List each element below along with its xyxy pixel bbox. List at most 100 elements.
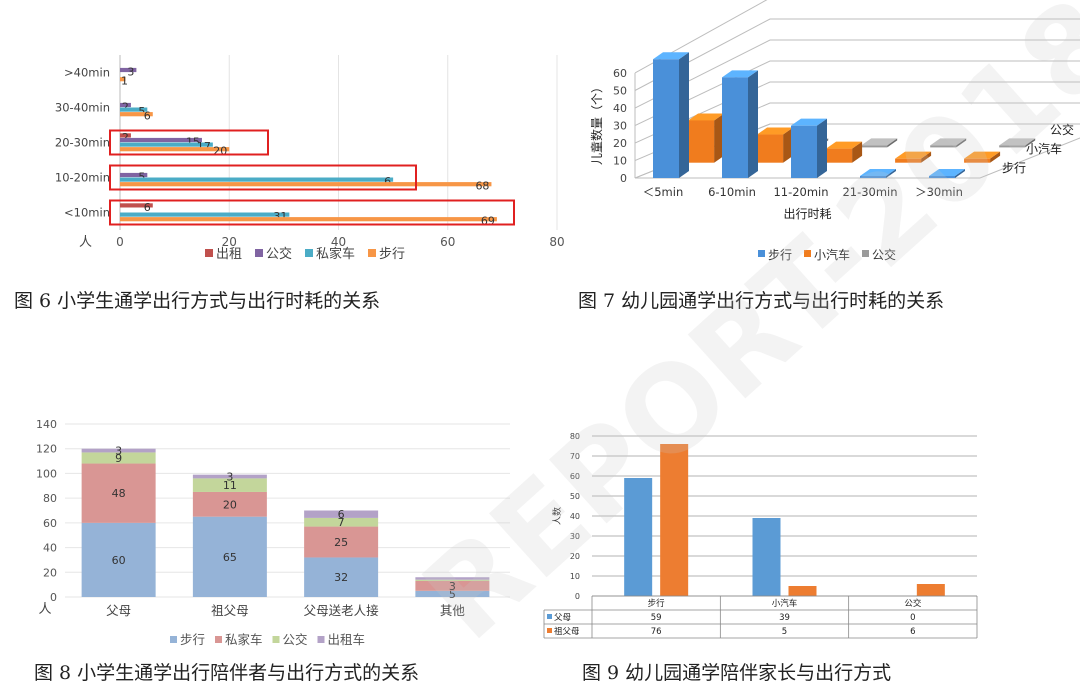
fig8-bar-segment bbox=[415, 579, 490, 581]
fig7-depth-label: 步行 bbox=[1002, 161, 1026, 175]
fig8-y-tick: 80 bbox=[43, 492, 57, 505]
fig6-bar bbox=[120, 172, 148, 178]
fig7-bar-top bbox=[722, 70, 758, 78]
fig7-bar-side bbox=[817, 118, 827, 178]
fig8-bar-segment bbox=[192, 474, 267, 479]
fig7-legend-swatch bbox=[758, 250, 765, 257]
fig6-x-tick: 20 bbox=[222, 235, 237, 249]
fig9-caption: 图 9 幼儿园通学陪伴家长与出行方式 bbox=[582, 662, 892, 684]
fig9-y-tick: 40 bbox=[570, 512, 580, 521]
fig6-category-label: >40min bbox=[64, 66, 110, 80]
fig7-bar bbox=[826, 148, 853, 163]
fig8-value-label: 25 bbox=[334, 536, 348, 549]
fig9-legend-swatch bbox=[547, 628, 552, 633]
fig9-table-cell: 0 bbox=[910, 613, 915, 623]
fig8-caption: 图 8 小学生通学出行陪伴者与出行方式的关系 bbox=[34, 662, 420, 684]
fig6-category-label: <10min bbox=[64, 206, 110, 220]
fig9-table-cell: 6 bbox=[910, 627, 915, 637]
fig8-bar-segment bbox=[81, 448, 156, 453]
fig7-bar-top bbox=[688, 113, 725, 121]
fig7-bar bbox=[791, 125, 817, 178]
fig7-bar-side bbox=[783, 127, 794, 163]
fig8-value-label: 11 bbox=[223, 479, 237, 492]
fig8-bar-segment bbox=[304, 517, 379, 527]
fig7-bar-top bbox=[861, 138, 898, 146]
fig6-highlight-frame bbox=[109, 129, 269, 156]
fig6-value-label: 6 bbox=[144, 201, 151, 214]
fig6-category-label: 20-30min bbox=[55, 136, 110, 150]
fig7-y-axis-title: 儿童数量（个） bbox=[589, 81, 604, 165]
fig7-chart: 0 10 20 30 40 50 60 ＜5min 6-10min 11-20min 21-30mi… bbox=[589, 0, 1080, 262]
fig8-bar-segment bbox=[415, 577, 490, 580]
fig8-value-label: 48 bbox=[112, 487, 126, 500]
fig8-value-label: 3 bbox=[226, 471, 233, 484]
fig6-bar bbox=[120, 203, 153, 208]
fig8-legend-swatch bbox=[317, 636, 325, 643]
fig8-bar-segment bbox=[415, 580, 490, 591]
figure-9: 0 10 20 30 40 50 60 70 80 人数 步行 小汽车 公交 父母 59 39 0 祖父母 76 5 6… bbox=[540, 400, 1080, 696]
fig6-legend-swatch bbox=[368, 249, 376, 257]
fig6-x-tick: 40 bbox=[331, 235, 346, 249]
fig7-category-label: 11-20min bbox=[773, 185, 828, 199]
fig7-bar bbox=[999, 145, 1026, 148]
fig8-value-label: 9 bbox=[115, 452, 122, 465]
fig8-legend-label: 步行 bbox=[180, 632, 205, 647]
fig6-value-label: 2 bbox=[122, 131, 129, 144]
fig8-y-tick: 100 bbox=[36, 467, 57, 480]
fig7-bar-top bbox=[826, 141, 863, 149]
fig9-category-label: 公交 bbox=[904, 598, 922, 609]
fig9-table-cell: 76 bbox=[651, 627, 662, 637]
fig6-value-label: 5 bbox=[138, 171, 145, 184]
fig7-bar-side bbox=[921, 151, 932, 163]
fig8-value-label: 65 bbox=[223, 551, 237, 564]
fig9-y-tick: 10 bbox=[570, 572, 580, 581]
fig8-legend-swatch bbox=[272, 636, 280, 643]
fig9-y-tick: 50 bbox=[570, 492, 580, 501]
fig7-caption: 图 7 幼儿园通学出行方式与出行时耗的关系 bbox=[578, 290, 945, 312]
fig8-legend-label: 出租车 bbox=[328, 632, 366, 647]
fig7-bar-side bbox=[1025, 138, 1036, 148]
fig9-legend-swatch bbox=[547, 614, 552, 619]
fig7-bar-side bbox=[714, 113, 725, 163]
fig6-bar bbox=[120, 142, 213, 147]
fig7-bar-side bbox=[852, 141, 863, 163]
fig8-bar-segment bbox=[304, 510, 379, 518]
fig6-value-label: 68 bbox=[475, 180, 489, 193]
fig7-bar-top bbox=[895, 151, 932, 159]
fig9-y-tick: 60 bbox=[570, 472, 580, 481]
fig9-y-axis-title: 人数 bbox=[551, 507, 563, 525]
fig9-y-tick: 0 bbox=[575, 592, 580, 601]
fig8-legend-label: 私家车 bbox=[225, 632, 263, 647]
fig7-bar bbox=[860, 176, 886, 178]
fig6-bar bbox=[120, 177, 394, 182]
fig8-bar-segment bbox=[192, 478, 267, 492]
fig7-bar bbox=[929, 176, 955, 178]
fig6-x-tick: 60 bbox=[440, 235, 455, 249]
fig8-legend-swatch bbox=[215, 636, 222, 643]
fig9-y-tick: 70 bbox=[570, 452, 580, 461]
fig8-bar-segment bbox=[81, 452, 156, 464]
fig7-bar-top bbox=[929, 169, 965, 176]
fig6-value-label: 3 bbox=[127, 66, 134, 79]
fig6-value-label: 6 bbox=[384, 175, 391, 188]
fig8-bar-segment bbox=[192, 491, 267, 517]
fig7-bar-side bbox=[679, 52, 689, 179]
fig6-x-tick: 0 bbox=[116, 235, 124, 249]
fig8-bar-segment bbox=[192, 516, 267, 597]
fig8-y-tick: 120 bbox=[36, 443, 57, 456]
fig6-value-label: 20 bbox=[213, 145, 227, 158]
fig6-y-axis-title: 人 bbox=[79, 235, 92, 250]
fig9-category-label: 步行 bbox=[648, 598, 666, 609]
fig9-bar bbox=[788, 586, 817, 596]
fig6-legend-label: 私家车 bbox=[316, 246, 355, 262]
fig7-y-tick: 40 bbox=[613, 102, 627, 115]
fig7-bar bbox=[930, 145, 957, 148]
fig8-category-label: 父母送老人接 bbox=[304, 603, 380, 618]
fig7-y-tick: 10 bbox=[613, 155, 627, 168]
fig7-category-label: ＜5min bbox=[643, 185, 684, 199]
fig8-value-label: 32 bbox=[334, 571, 348, 584]
fig6-bar bbox=[120, 102, 131, 108]
fig8-value-label: 3 bbox=[449, 580, 456, 593]
fig7-depth-label: 小汽车 bbox=[1026, 141, 1062, 156]
fig8-y-tick: 0 bbox=[50, 591, 57, 604]
